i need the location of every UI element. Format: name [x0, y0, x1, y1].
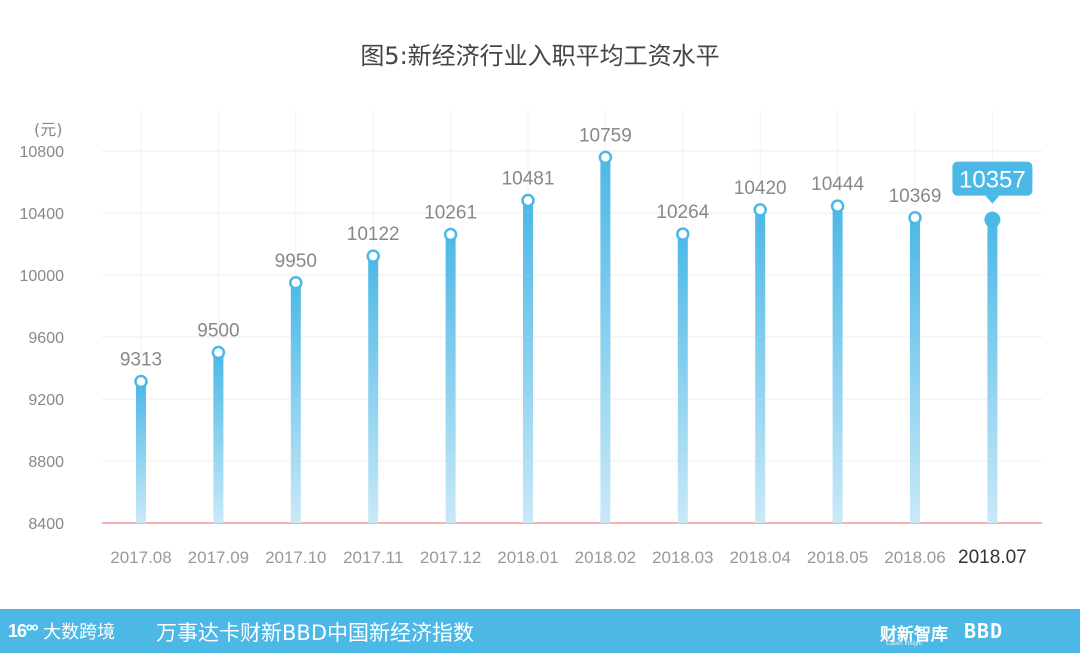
y-tick-label: 8400 [28, 516, 64, 533]
bar-marker [443, 227, 458, 242]
y-tick-label: 10800 [20, 144, 65, 161]
bar [290, 282, 301, 523]
y-tick-label: 9200 [28, 392, 64, 409]
y-axis-unit-label: (元) [34, 120, 63, 139]
x-tick-label: 2018.06 [884, 548, 945, 567]
value-label: 10264 [656, 202, 709, 223]
bar [910, 217, 920, 523]
value-label: 10759 [579, 125, 632, 146]
value-label: 10420 [734, 178, 787, 199]
value-label: 10261 [424, 203, 477, 224]
bar [445, 234, 456, 524]
bar-marker [908, 211, 922, 225]
bar [368, 256, 379, 523]
value-label: 10357 [959, 167, 1026, 194]
bar [755, 209, 766, 523]
bar-marker [211, 345, 226, 360]
value-label: 10369 [889, 186, 942, 207]
x-tick-label: 2017.12 [420, 548, 481, 567]
bar [987, 219, 998, 524]
footer-index-name: 万事达卡财新BBD中国新经济指数 [156, 621, 474, 645]
x-tick-label: 2017.08 [110, 548, 171, 567]
value-label: 9950 [275, 251, 317, 272]
footer-banner: 16ºº 大数跨境 万事达卡财新BBD中国新经济指数 财新智库 Caixin I… [0, 609, 1080, 653]
bar [600, 157, 611, 524]
y-tick-label: 10400 [20, 206, 65, 223]
bar-marker [366, 249, 380, 263]
bar-chart: 8400 8800 9200 9600 10000 10400 10800 9313 2017.… [20, 110, 1042, 568]
x-tick-label: 2018.02 [575, 548, 636, 567]
y-tick-label: 10000 [20, 268, 65, 285]
chart-title: 图5:新经济行业入职平均工资水平 [360, 42, 720, 70]
x-tick-label: 2017.10 [265, 548, 326, 567]
value-label: 9313 [120, 349, 162, 370]
highlight-callout-box [952, 161, 1033, 196]
bar-marker [830, 199, 845, 213]
x-tick-label: 2018.04 [729, 548, 790, 567]
caixin-insight-subtitle: Caixin Insight [886, 641, 923, 647]
bar [832, 206, 843, 523]
x-tick-label: 2017.11 [343, 548, 403, 567]
x-tick-label: 2018.05 [807, 548, 868, 567]
x-tick-label: 2018.03 [652, 548, 713, 567]
x-tick-label: 2018.01 [497, 548, 558, 567]
value-label: 10481 [502, 168, 555, 189]
y-tick-label: 8800 [28, 454, 64, 471]
bar [677, 234, 688, 523]
caixin-insight-logo: 财新智库 [880, 625, 948, 645]
highlight-callout-pointer [985, 195, 1000, 204]
bar-marker [753, 203, 767, 217]
value-label: 9500 [197, 321, 239, 342]
y-tick-label: 9600 [28, 330, 64, 347]
highlight-marker [984, 211, 1001, 228]
bar-marker [598, 150, 613, 165]
value-label: 10444 [811, 174, 864, 195]
logo-name: 大数跨境 [43, 622, 116, 643]
footer-logo: 16ºº 大数跨境 [8, 617, 115, 645]
bar-marker [676, 227, 690, 241]
x-tick-label: 2018.07 [958, 547, 1027, 568]
logo-mark: 16ºº [8, 620, 38, 641]
bar [136, 381, 146, 523]
bar-marker [134, 374, 148, 389]
bar [213, 352, 224, 523]
bar-marker [289, 276, 303, 290]
x-tick-label: 2017.09 [188, 548, 249, 567]
value-label: 10122 [347, 224, 400, 245]
bar [523, 200, 533, 523]
bar-marker [521, 193, 535, 208]
bbd-logo: BBD [964, 619, 1004, 643]
